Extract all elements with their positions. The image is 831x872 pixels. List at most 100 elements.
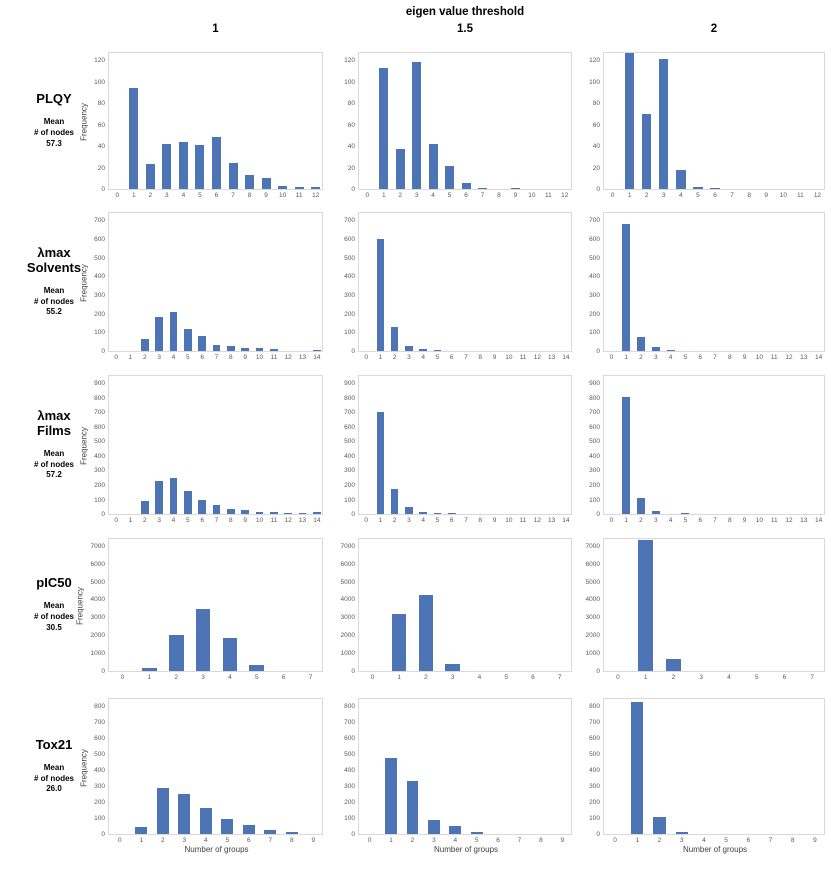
y-tick-label: 2000	[90, 632, 105, 640]
y-tick-label: 2000	[340, 632, 355, 640]
x-tick-label: 12	[533, 517, 541, 524]
bar	[406, 781, 419, 834]
x-tick-label: 3	[157, 354, 161, 361]
chart-λmax-Solvents-threshold-2: 0 1 2 3 4 5 6 7 8 9 10 11 12 13 14 0 100 200 300 400 500 600 7…	[589, 212, 825, 361]
y-tick-label: 400	[94, 452, 105, 460]
bar	[278, 186, 288, 189]
x-tick-label: 12	[284, 517, 292, 524]
bar	[178, 142, 188, 189]
y-tick-label: 500	[589, 751, 600, 758]
y-tick-label: 0	[351, 511, 355, 518]
x-tick-label: 11	[270, 354, 278, 361]
row-mean-line: Mean	[43, 762, 65, 772]
x-tick-label: 9	[742, 354, 747, 361]
x-tick-label: 6	[698, 517, 702, 524]
x-tick-label: 0	[610, 192, 615, 199]
y-tick-label: 2000	[585, 632, 600, 640]
bar	[221, 819, 234, 834]
bar	[255, 512, 264, 514]
x-tick-label: 1	[131, 192, 136, 199]
y-tick-label: 200	[344, 799, 355, 806]
x-tick-label: 3	[407, 354, 411, 361]
y-axis-title: Frequency	[79, 427, 89, 465]
x-tick-label: 11	[519, 354, 527, 361]
x-tick-label: 8	[790, 837, 795, 844]
x-tick-label: 7	[730, 192, 734, 199]
x-tick-label: 4	[181, 192, 186, 199]
row-label: pIC50 Mean # of nodes 30.5	[4, 538, 104, 672]
bar	[659, 59, 669, 189]
x-tick-label: 10	[505, 517, 513, 524]
x-tick-label: 0	[367, 837, 372, 844]
x-tick-label: 6	[449, 517, 454, 524]
x-tick-label: 2	[143, 517, 147, 524]
row-label: λmax Films Mean # of nodes 57.2	[4, 375, 104, 515]
bar	[681, 513, 690, 514]
x-tick-label: 4	[679, 192, 683, 199]
x-tick-label: 4	[702, 837, 706, 844]
row-mean-caption: Mean # of nodes 26.0	[34, 763, 74, 795]
bar	[140, 501, 149, 514]
x-tick-label: 2	[174, 674, 179, 681]
x-tick-label: 7	[768, 837, 773, 844]
bar	[419, 512, 428, 514]
y-tick-label: 100	[589, 815, 600, 822]
x-axis-title: Number of groups	[682, 845, 748, 854]
y-tick-label: 300	[589, 783, 600, 790]
x-tick-label: 14	[814, 517, 823, 524]
y-tick-label: 700	[344, 409, 355, 417]
y-tick-label: 800	[94, 394, 105, 402]
x-tick-label: 0	[370, 674, 375, 681]
y-tick-label: 0	[101, 668, 105, 675]
y-tick-label: 400	[344, 452, 355, 460]
bar	[405, 346, 413, 351]
x-tick-label: 2	[410, 837, 415, 844]
y-tick-label: 600	[344, 423, 355, 431]
y-tick-label: 120	[94, 57, 105, 64]
bar	[245, 175, 255, 189]
x-tick-label: 1	[378, 354, 383, 361]
bar	[428, 820, 440, 834]
x-tick-label: 13	[298, 517, 307, 524]
x-tick-label: 14	[562, 517, 570, 524]
x-tick-label: 4	[171, 354, 176, 361]
x-tick-label: 3	[661, 192, 666, 199]
chart-λmax-Solvents-threshold-1: 0 1 2 3 4 5 6 7 8 9 10 11 12 13 14 0 100 200 300 400 500 600 7…	[80, 212, 323, 361]
y-axis-title: Frequency	[75, 587, 85, 625]
y-tick-label: 300	[94, 291, 105, 299]
x-tick-label: 11	[519, 517, 527, 524]
y-tick-label: 600	[94, 423, 105, 431]
bar	[631, 702, 644, 834]
y-tick-label: 0	[101, 348, 105, 355]
chart-Tox21-threshold-1.5: 0 1 2 3 4 5 6 7 8 9 0 100 200 300 400 500 600 700 800 Numbe…	[344, 698, 572, 854]
y-tick-label: 300	[344, 291, 355, 299]
bar	[228, 163, 238, 189]
bar	[624, 53, 635, 189]
bar	[162, 144, 172, 189]
y-tick-label: 6000	[340, 560, 355, 568]
bar	[651, 511, 660, 514]
y-tick-label: 100	[589, 496, 600, 504]
y-tick-label: 100	[94, 329, 105, 337]
figure-title: eigen value threshold	[405, 6, 525, 18]
bar	[445, 166, 455, 189]
x-tick-label: 1	[381, 192, 386, 199]
y-tick-label: 400	[94, 767, 105, 774]
x-tick-label: 5	[447, 192, 452, 199]
x-tick-label: 6	[698, 354, 702, 361]
bar	[284, 513, 293, 514]
x-tick-label: 2	[143, 354, 147, 361]
x-tick-label: 14	[313, 517, 321, 524]
y-tick-label: 0	[351, 668, 355, 675]
x-tick-label: 5	[504, 674, 508, 681]
row-title: λmax Solvents	[26, 244, 82, 275]
bar	[226, 509, 235, 514]
x-tick-label: 3	[679, 837, 684, 844]
y-tick-label: 500	[94, 254, 105, 262]
y-axis-title: Frequency	[79, 103, 89, 141]
y-axis-title: Frequency	[79, 748, 89, 787]
y-tick-label: 6000	[90, 560, 105, 568]
x-tick-label: 7	[557, 674, 562, 681]
x-tick-label: 8	[727, 354, 732, 361]
